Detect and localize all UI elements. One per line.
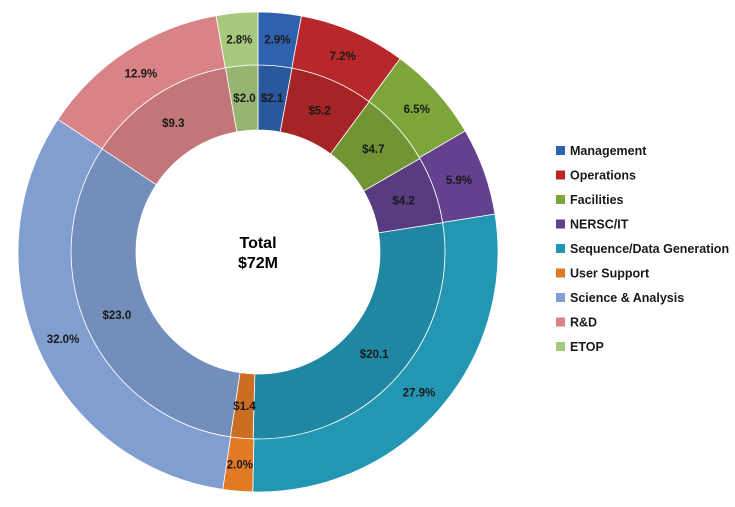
legend-swatch-r-d: [556, 317, 565, 327]
center-label: Total $72M: [238, 235, 278, 272]
inner-label-etop: $2.0: [233, 93, 255, 105]
inner-label-r-d: $9.3: [162, 118, 184, 130]
outer-label-nersc-it: 5.9%: [446, 175, 472, 187]
legend-swatch-etop: [556, 342, 565, 351]
legend-swatch-operations: [556, 170, 565, 180]
legend-swatch-sequence-data-generation: [556, 244, 565, 253]
legend-label-facilities: Facilities: [570, 193, 624, 207]
outer-label-science-analysis: 32.0%: [47, 334, 80, 346]
outer-slice-sequence-data-generation: [252, 213, 499, 493]
legend-label-r-d: R&D: [570, 316, 597, 330]
outer-label-etop: 2.8%: [226, 34, 252, 46]
outer-label-management: 2.9%: [264, 34, 290, 46]
inner-label-nersc-it: $4.2: [392, 195, 414, 207]
legend-label-etop: ETOP: [570, 340, 604, 354]
outer-label-r-d: 12.9%: [125, 69, 158, 81]
legend-swatch-nersc-it: [556, 219, 565, 229]
legend: Management Operations Facilities NERSC/IT Se…: [556, 144, 729, 354]
legend-swatch-science-analysis: [556, 293, 565, 302]
outer-label-user-support: 2.0%: [227, 460, 253, 472]
outer-label-operations: 7.2%: [330, 51, 356, 63]
legend-label-management: Management: [570, 144, 647, 158]
labels-group: $2.1 $5.2 $4.7 $4.2 $20.1 $1.4 $23.0 $9.3 $2.0 2.…: [47, 34, 472, 471]
inner-label-science-analysis: $23.0: [103, 310, 132, 322]
outer-slice-etop: [215, 11, 259, 69]
legend-swatch-management: [556, 146, 565, 155]
legend-label-sequence-data-generation: Sequence/Data Generation: [570, 242, 729, 256]
legend-label-operations: Operations: [570, 169, 636, 183]
legend-swatch-facilities: [556, 195, 565, 204]
legend-label-science-analysis: Science & Analysis: [570, 291, 684, 305]
outer-label-facilities: 6.5%: [404, 104, 430, 116]
inner-label-user-support: $1.4: [233, 401, 256, 413]
slices-group: [17, 11, 499, 493]
center-label-line-2: $72M: [238, 255, 278, 272]
inner-label-facilities: $4.7: [362, 144, 384, 156]
legend-label-nersc-it: NERSC/IT: [570, 218, 629, 232]
inner-label-management: $2.1: [261, 93, 284, 105]
legend-swatch-user-support: [556, 268, 565, 278]
legend-label-user-support: User Support: [570, 267, 650, 281]
outer-slice-science-analysis: [17, 118, 231, 490]
outer-label-sequence-data-generation: 27.9%: [403, 387, 436, 399]
inner-label-operations: $5.2: [308, 105, 330, 117]
center-label-line-1: Total: [239, 235, 276, 252]
inner-label-sequence-data-generation: $20.1: [360, 349, 389, 361]
